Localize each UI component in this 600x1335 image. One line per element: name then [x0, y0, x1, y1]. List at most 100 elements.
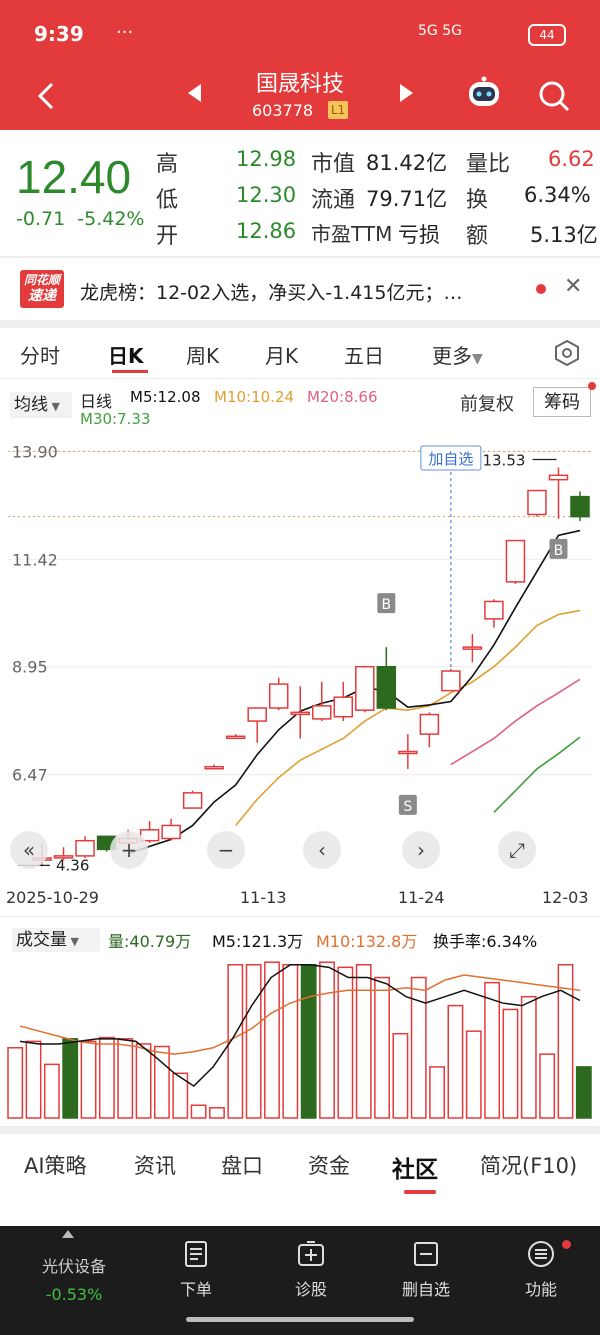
x-tick-label: 11-13 — [240, 888, 287, 907]
home-indicator[interactable] — [186, 1317, 414, 1322]
next-candle-button[interactable]: › — [402, 831, 440, 869]
close-icon[interactable]: ✕ — [564, 274, 583, 299]
trade-marker-label: B — [382, 597, 392, 613]
volume-chart[interactable] — [0, 950, 600, 1120]
volume-bar — [502, 1008, 519, 1119]
volume-bar — [190, 1104, 207, 1119]
tab-weekly-k[interactable]: 周K — [186, 344, 220, 368]
tab-more[interactable]: 更多▼ — [432, 340, 483, 369]
ai-assistant-icon[interactable] — [466, 76, 502, 112]
candle-body — [505, 539, 526, 583]
high-label: 高 — [156, 152, 179, 177]
tab-f10[interactable]: 简况(F10) — [480, 1154, 578, 1178]
high-value: 12.98 — [236, 147, 297, 171]
y-tick-label: 6.47 — [12, 766, 48, 785]
unread-dot — [536, 284, 546, 294]
notification-dot — [588, 382, 596, 390]
chips-button[interactable]: 筹码 — [533, 387, 591, 417]
volume-select[interactable]: 成交量 ▼ — [12, 928, 100, 952]
divider — [0, 1126, 600, 1134]
search-icon[interactable] — [536, 78, 572, 114]
low-annotation: 4.36 — [56, 856, 89, 874]
stock-code: 603778 — [252, 101, 314, 120]
news-text[interactable]: 龙虎榜：12-02入选，净买入-1.415亿元；… — [80, 282, 463, 304]
volume-bar — [135, 1043, 152, 1119]
fullscreen-button[interactable]: ⤢ — [498, 831, 536, 869]
back-button[interactable] — [28, 78, 64, 114]
ma20-label: M20:8.66 — [307, 388, 378, 406]
y-tick-label: 13.90 — [12, 442, 58, 461]
tab-intraday[interactable]: 分时 — [20, 344, 60, 368]
tab-community[interactable]: 社区 — [392, 1157, 438, 1183]
app-header — [0, 0, 600, 130]
ma10-label: M10:10.24 — [214, 388, 295, 406]
zoom-in-button[interactable]: + — [110, 831, 148, 869]
volume-value: 量:40.79万 — [108, 932, 192, 951]
volume-bar — [355, 964, 372, 1119]
candle-body — [247, 707, 267, 722]
stock-name: 国晟科技 — [255, 72, 344, 97]
low-value: 12.30 — [236, 183, 297, 207]
tab-ai-strategy[interactable]: AI策略 — [24, 1154, 87, 1178]
adjust-restore-button[interactable]: 前复权 — [460, 394, 514, 415]
prev-stock-button[interactable] — [188, 84, 201, 102]
tab-monthly-k[interactable]: 月K — [265, 344, 299, 368]
candle-body — [462, 646, 483, 650]
remove-watch-button[interactable]: 删自选 — [386, 1240, 466, 1300]
volume-bar — [98, 1036, 115, 1119]
tab-news[interactable]: 资讯 — [134, 1154, 176, 1178]
trade-marker — [398, 794, 417, 815]
news-bar[interactable] — [0, 258, 600, 320]
scroll-left-button[interactable]: « — [10, 831, 48, 869]
candle-body — [398, 750, 418, 755]
high-annotation: 13.53 — [482, 451, 525, 469]
open-label: 开 — [156, 224, 179, 249]
ma20-line — [450, 678, 581, 766]
order-button[interactable]: 下单 — [156, 1240, 236, 1300]
volume-bar — [484, 981, 501, 1119]
functions-button[interactable]: 功能 — [501, 1240, 581, 1300]
volratio-value: 6.62 — [548, 147, 595, 171]
candle-body — [527, 489, 547, 516]
candlestick-chart[interactable]: 13.90 11.42 8.95 6.47 B S B 加自选 13.53 4.36 — [0, 430, 600, 890]
volume-m5: M5:121.3万 — [212, 932, 304, 951]
diagnose-label: 诊股 — [294, 1280, 327, 1299]
mktcap-value: 81.42亿 — [366, 151, 448, 175]
status-dots: ··· — [116, 22, 134, 43]
zoom-out-button[interactable]: − — [207, 831, 245, 869]
notification-dot — [562, 1240, 571, 1249]
tab-funds[interactable]: 资金 — [308, 1154, 350, 1178]
candle-body — [75, 839, 95, 857]
next-stock-button[interactable] — [400, 84, 413, 102]
current-price: 12.40 — [16, 151, 132, 203]
x-tick-label: 11-24 — [398, 888, 445, 907]
candle-body — [441, 670, 461, 692]
price-change: -0.71 -5.42% — [16, 208, 144, 230]
status-time: 9:39 — [34, 22, 84, 46]
y-tick-label: 11.42 — [12, 550, 58, 569]
trade-marker-label: S — [403, 799, 412, 815]
news-logo: 同花顺 速递 — [20, 270, 64, 308]
volume-bar — [209, 1107, 225, 1119]
tab-daily-k[interactable]: 日K — [108, 344, 144, 368]
candle-body — [548, 474, 569, 481]
volume-bar — [43, 1063, 60, 1119]
volume-bar — [154, 1045, 170, 1119]
tab-five-day[interactable]: 五日 — [344, 344, 384, 368]
prev-candle-button[interactable]: ‹ — [303, 831, 341, 869]
settings-icon[interactable] — [554, 339, 580, 367]
caret-down-icon: ▼ — [67, 935, 79, 948]
sector-change: -0.53% — [45, 1285, 103, 1304]
menu-icon — [528, 1241, 554, 1267]
candle-body — [376, 665, 397, 709]
tab-orderbook[interactable]: 盘口 — [221, 1154, 263, 1178]
change-value: -0.71 — [16, 208, 66, 230]
volume-bar — [25, 1040, 42, 1119]
low-label: 低 — [156, 188, 179, 213]
sector-name[interactable]: 光伏设备 — [41, 1257, 106, 1276]
ma5-label: M5:12.08 — [130, 388, 201, 406]
ma10-line — [235, 609, 581, 826]
volume-select-label: 成交量 — [16, 930, 67, 950]
ma-select[interactable]: 均线 ▼ — [10, 392, 72, 418]
diagnose-button[interactable]: 诊股 — [271, 1240, 351, 1300]
